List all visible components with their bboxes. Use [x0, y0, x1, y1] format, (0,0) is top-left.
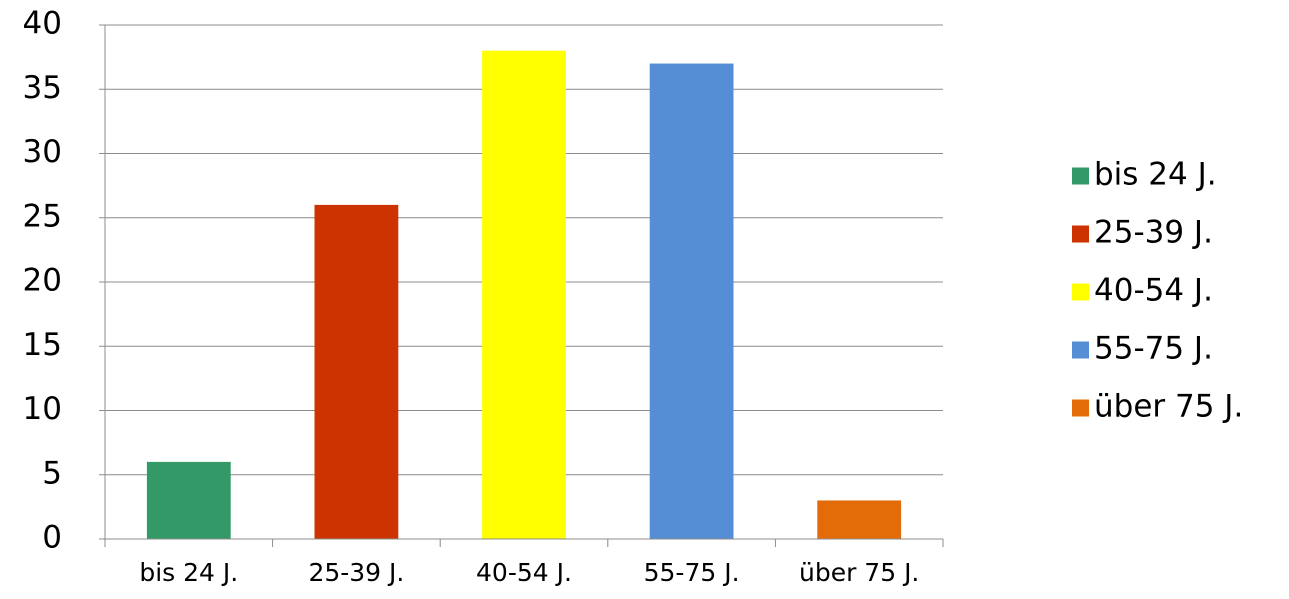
- y-tick-label: 10: [23, 391, 62, 427]
- legend-swatch: [1072, 283, 1089, 301]
- y-tick-label: 15: [23, 327, 62, 363]
- y-tick-label: 25: [23, 198, 62, 234]
- legend-label: 25-39 J.: [1094, 215, 1213, 251]
- x-tick-label: über 75 J.: [799, 558, 919, 587]
- y-tick-label: 30: [23, 134, 62, 170]
- legend-swatch: [1072, 399, 1089, 417]
- x-tick-label: 25-39 J.: [308, 558, 404, 587]
- y-axis-ticks: 0 5 10 15 20 25 30 35 40: [23, 6, 62, 556]
- legend-label: 40-54 J.: [1094, 273, 1213, 309]
- legend-swatch: [1072, 341, 1089, 359]
- bar-2: [314, 204, 399, 539]
- legend-label: 55-75 J.: [1094, 331, 1213, 367]
- y-tick-label: 0: [42, 520, 62, 556]
- legend-label: über 75 J.: [1094, 389, 1243, 425]
- bar-1: [146, 461, 231, 539]
- legend-label: bis 24 J.: [1094, 157, 1217, 193]
- legend-swatch: [1072, 167, 1089, 185]
- y-tick-label: 5: [42, 455, 62, 491]
- y-tick-label: 35: [23, 70, 62, 106]
- y-tick-label: 20: [23, 263, 62, 299]
- x-tick-label: 40-54 J.: [476, 558, 572, 587]
- bar-4: [649, 63, 734, 540]
- bar-3: [482, 50, 566, 539]
- legend: bis 24 J. 25-39 J. 40-54 J. 55-75 J. über 75…: [1072, 157, 1243, 425]
- bar-5: [817, 500, 902, 539]
- x-axis-ticks: bis 24 J. 25-39 J. 40-54 J. 55-75 J. über 75…: [139, 558, 919, 587]
- x-tick-label: 55-75 J.: [644, 558, 740, 587]
- y-tick-label: 40: [23, 6, 62, 42]
- x-tick-label: bis 24 J.: [139, 558, 238, 587]
- bars: [146, 50, 902, 540]
- legend-swatch: [1072, 225, 1089, 243]
- axes: [99, 24, 944, 547]
